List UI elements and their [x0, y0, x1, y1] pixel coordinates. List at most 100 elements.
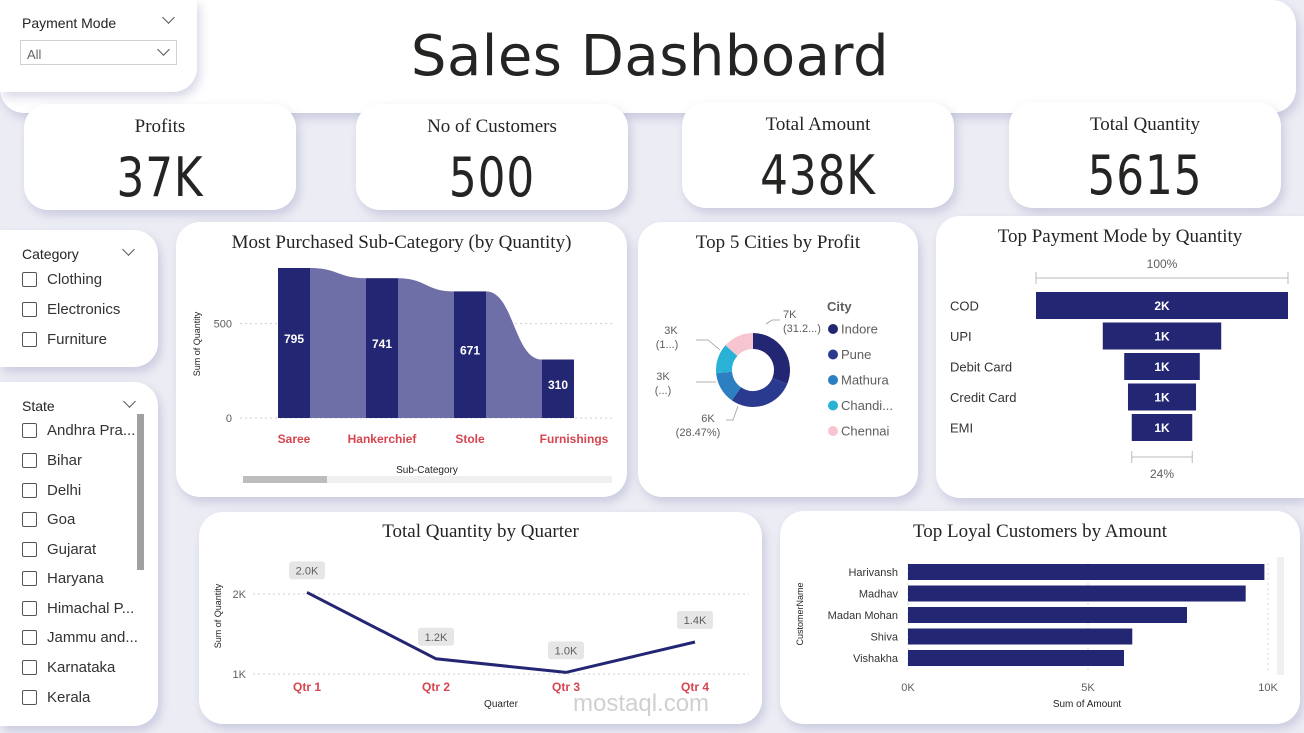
payment-mode-dropdown[interactable]: All	[20, 40, 177, 65]
leader-line	[696, 339, 721, 351]
data-label: (28.47%)	[676, 427, 721, 439]
category-option[interactable]: Clothing	[22, 268, 102, 290]
subcategory-chart-card: Most Purchased Sub-Category (by Quantity…	[176, 222, 627, 497]
category-label: EMI	[950, 421, 973, 436]
kpi-label: Profits	[134, 116, 186, 137]
legend-label: Indore	[841, 322, 878, 337]
payment-mode-selected-value: All	[27, 47, 42, 62]
category-option-label: Clothing	[47, 270, 103, 288]
data-label: 1K	[1154, 391, 1170, 405]
data-label-bg	[677, 611, 713, 629]
state-option-label: Himachal P...	[47, 599, 135, 617]
checkbox[interactable]	[22, 452, 37, 468]
chart-title: Total Quantity by Quarter	[382, 521, 579, 542]
state-slicer: State Andhra Pra... Bihar Delhi Goa Guja…	[0, 382, 158, 726]
data-label: 795	[284, 332, 304, 346]
bar	[908, 585, 1246, 602]
donut-slice	[716, 371, 742, 401]
payment-mode-slicer-title: Payment Mode	[22, 15, 117, 31]
checkbox[interactable]	[22, 541, 37, 557]
state-option[interactable]: Gujarat	[22, 538, 96, 560]
cities-donut-chart: 7K (31.2...) 6K (28.47%) 3K (...) 3K (1...) City…	[655, 299, 893, 439]
data-label: 1K	[1154, 421, 1170, 435]
state-option[interactable]: Haryana	[22, 567, 104, 589]
data-label: 2.0K	[296, 565, 319, 577]
category-option-label: Furniture	[47, 330, 108, 348]
legend-marker	[828, 375, 838, 385]
cities-chart-card: Top 5 Cities by Profit 7K (31.2...) 6K (28.…	[638, 222, 918, 497]
state-option[interactable]: Goa	[22, 508, 75, 530]
chevron-down-icon[interactable]	[162, 11, 175, 24]
checkbox[interactable]	[22, 659, 37, 675]
x-axis-title: Sum of Amount	[1053, 699, 1122, 710]
checkbox[interactable]	[22, 422, 37, 438]
checkbox[interactable]	[22, 689, 37, 705]
x-tick-label: 0K	[901, 682, 915, 694]
data-label: 7K	[783, 309, 797, 321]
chart-title: Top 5 Cities by Profit	[695, 232, 861, 253]
state-option[interactable]: Himachal P...	[22, 597, 134, 619]
funnel-bottom-label: 24%	[1150, 467, 1174, 481]
category-label: Madhav	[859, 589, 899, 601]
checkbox[interactable]	[22, 570, 37, 586]
state-option-label: Haryana	[47, 569, 104, 587]
scrollbar-thumb[interactable]	[243, 476, 327, 483]
leader-line	[765, 319, 780, 325]
state-option-label: Bihar	[47, 451, 83, 469]
state-option-label: Karnataka	[47, 658, 116, 676]
chevron-down-icon[interactable]	[122, 243, 135, 256]
legend-marker	[828, 426, 838, 436]
donut-slice	[725, 333, 754, 357]
checkbox[interactable]	[22, 301, 37, 317]
x-tick-label: Qtr 1	[293, 680, 321, 694]
state-option-label: Gujarat	[47, 540, 97, 558]
customers-chart-card: Top Loyal Customers by Amount 0K 5K 10K Har…	[780, 511, 1300, 724]
funnel-bar	[1124, 353, 1200, 380]
state-slicer-scrollbar[interactable]	[137, 414, 144, 570]
bar	[542, 359, 574, 418]
kpi-label: No of Customers	[427, 116, 557, 137]
watermark-logo: mostaql.com	[573, 690, 710, 717]
category-label: Shiva	[870, 632, 898, 644]
data-label: 3K	[664, 325, 678, 337]
y-axis-title: CustomerName	[795, 582, 805, 645]
data-label: 3K	[656, 371, 670, 383]
state-option[interactable]: Jammu and...	[22, 626, 138, 648]
bar	[454, 291, 486, 418]
category-option[interactable]: Furniture	[22, 328, 107, 350]
state-option[interactable]: Kerala	[22, 686, 90, 708]
y-tick-label: 2K	[233, 589, 247, 601]
state-option-label: Goa	[47, 510, 76, 528]
legend-marker	[828, 324, 838, 334]
kpi-label: Total Amount	[765, 114, 871, 135]
kpi-card-profits: Profits 37K	[24, 104, 296, 210]
y-axis-title: Sum of Quantity	[192, 311, 202, 376]
bar	[908, 650, 1124, 666]
data-label: 6K	[701, 413, 715, 425]
bar	[908, 564, 1265, 580]
state-option[interactable]: Bihar	[22, 449, 82, 471]
checkbox[interactable]	[22, 629, 37, 645]
checkbox[interactable]	[22, 482, 37, 498]
kpi-label: Total Quantity	[1089, 114, 1200, 135]
checkbox[interactable]	[22, 511, 37, 527]
kpi-value: 500	[448, 146, 536, 209]
funnel-bar	[1127, 383, 1197, 411]
donut-slice	[752, 333, 790, 385]
data-label-bg	[418, 627, 454, 646]
x-tick-label: 5K	[1081, 682, 1095, 694]
chevron-down-icon[interactable]	[123, 395, 136, 408]
category-label: Vishakha	[853, 653, 899, 665]
checkbox[interactable]	[22, 600, 37, 616]
category-option[interactable]: Electronics	[22, 298, 120, 320]
state-option[interactable]: Delhi	[22, 479, 81, 501]
horizontal-scrollbar[interactable]	[243, 476, 612, 483]
state-option[interactable]: Karnataka	[22, 656, 115, 678]
funnel-bar	[1131, 414, 1193, 441]
state-option[interactable]: Andhra Pra...	[22, 419, 135, 441]
vertical-scrollbar[interactable]	[1277, 557, 1284, 675]
checkbox[interactable]	[22, 271, 37, 287]
payment-funnel-card: Top Payment Mode by Quantity 100% 2K COD 1K…	[936, 216, 1304, 498]
checkbox[interactable]	[22, 331, 37, 347]
ribbon	[398, 278, 454, 418]
